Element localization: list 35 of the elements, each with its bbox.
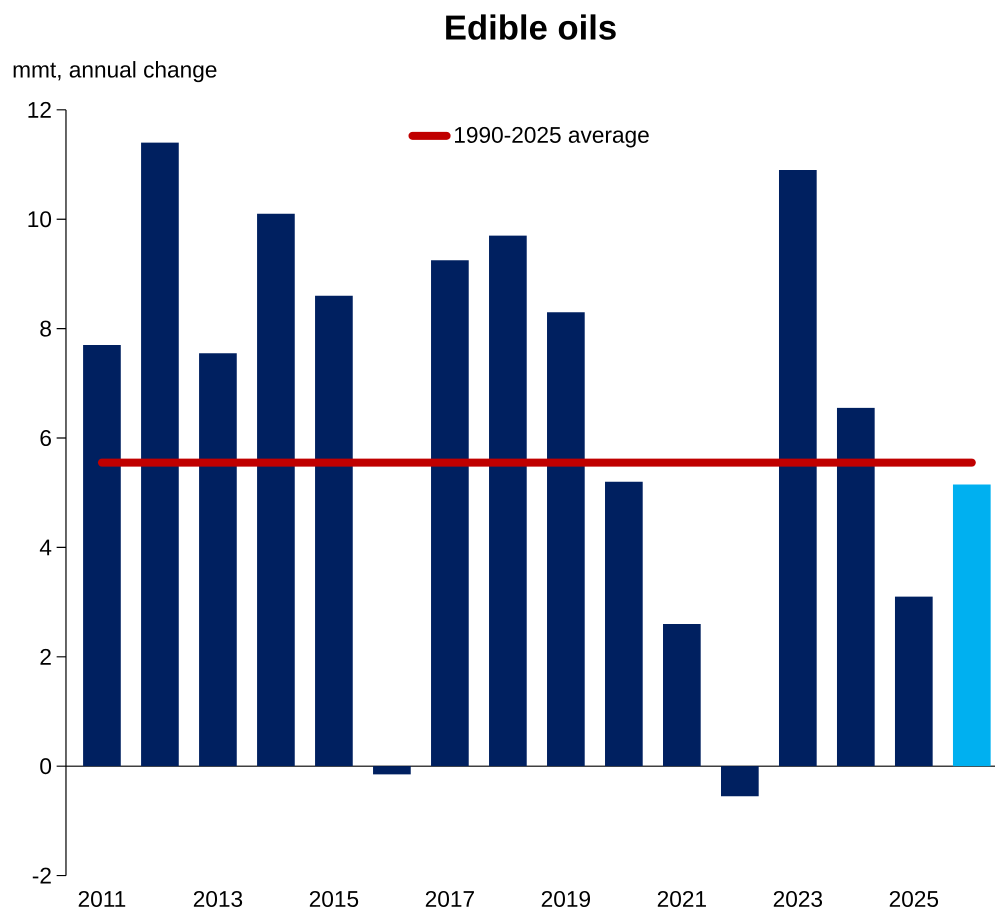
x-tick-label: 2015 [310,891,358,908]
y-tick-label: 12 [28,102,51,118]
x-tick-label: 2019 [542,891,590,908]
x-tick-label: 2013 [194,891,242,908]
bar [141,142,179,766]
bar [836,408,875,766]
x-tick-label: 2021 [658,891,706,908]
bar [199,353,237,766]
y-tick-label: -2 [32,868,51,884]
y-tick-label: 10 [28,211,52,228]
x-tick-label: 2011 [78,891,126,908]
bar [894,596,933,766]
bar [257,214,295,766]
chart-title: Edible oils [446,14,616,40]
bar [489,236,527,766]
x-tick-label: 2025 [890,891,938,908]
bar [547,312,585,766]
bar [663,624,701,766]
bar [83,345,121,766]
bar [778,170,817,766]
y-axis-title: mmt, annual change [14,61,216,82]
bar [952,484,991,766]
bar [373,766,411,775]
x-tick-label: 2017 [426,891,474,908]
x-tick-label: 2023 [774,891,822,908]
y-tick-label: 6 [40,430,51,446]
y-tick-label: 0 [40,758,52,774]
legend-label: 1990-2025 average [455,127,649,148]
y-tick-label: 2 [40,649,51,665]
bar [315,296,353,766]
bar [720,766,759,796]
y-tick-label: 4 [40,540,52,556]
bar [605,482,643,766]
bar [431,260,469,766]
y-tick-label: 8 [40,320,51,337]
